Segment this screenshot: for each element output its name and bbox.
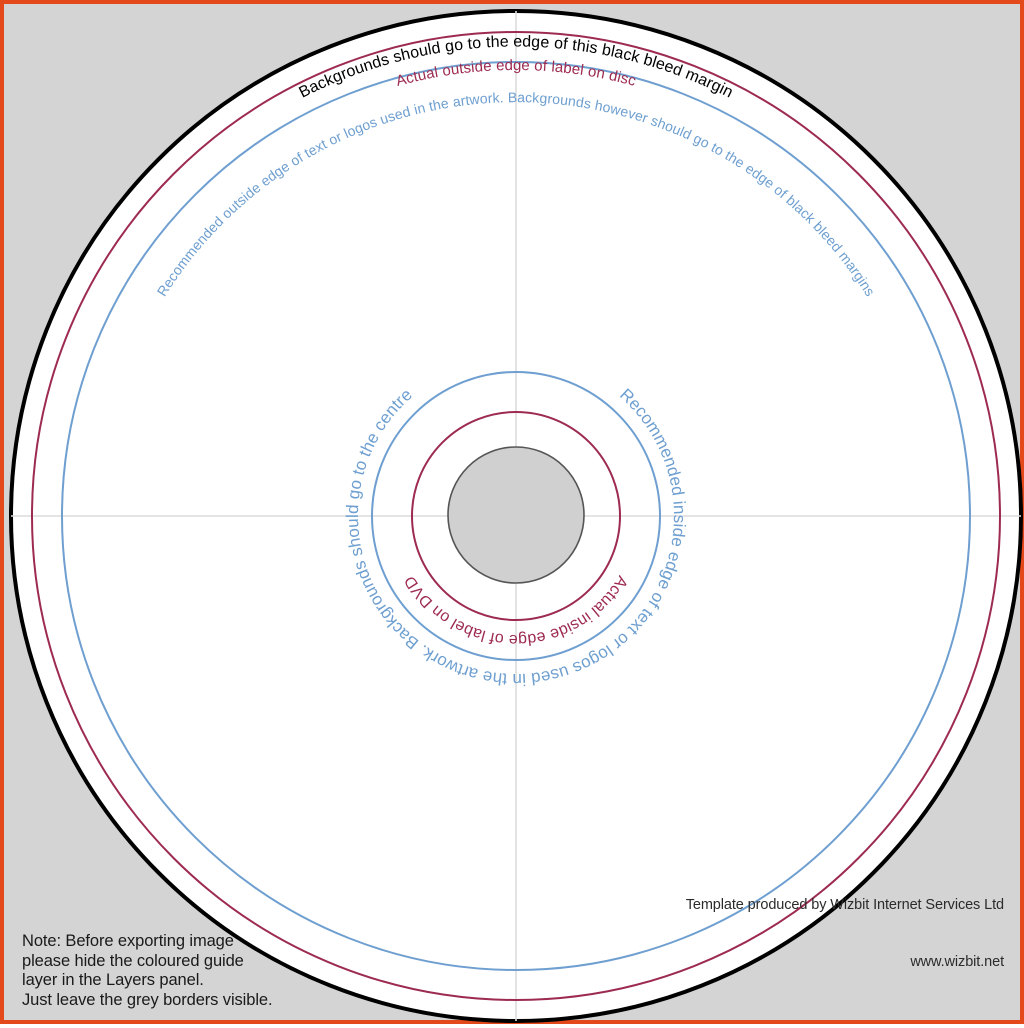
disc-centre-hub [447, 446, 585, 584]
outer-safe-edge-ring [61, 61, 971, 971]
export-note: Note: Before exporting image please hide… [22, 932, 273, 1009]
disc-template-canvas: Backgrounds should go to the edge of thi… [9, 9, 1023, 1023]
credit-produced-by: Template produced by Wizbit Internet Ser… [685, 897, 1004, 913]
template-credit: Template produced by Wizbit Internet Ser… [686, 858, 1004, 1010]
inner-safe-edge-ring [371, 371, 661, 661]
inner-label-edge-ring [411, 411, 621, 621]
credit-website: www.wizbit.net [910, 954, 1004, 970]
outer-label-edge-ring [31, 31, 1001, 1001]
